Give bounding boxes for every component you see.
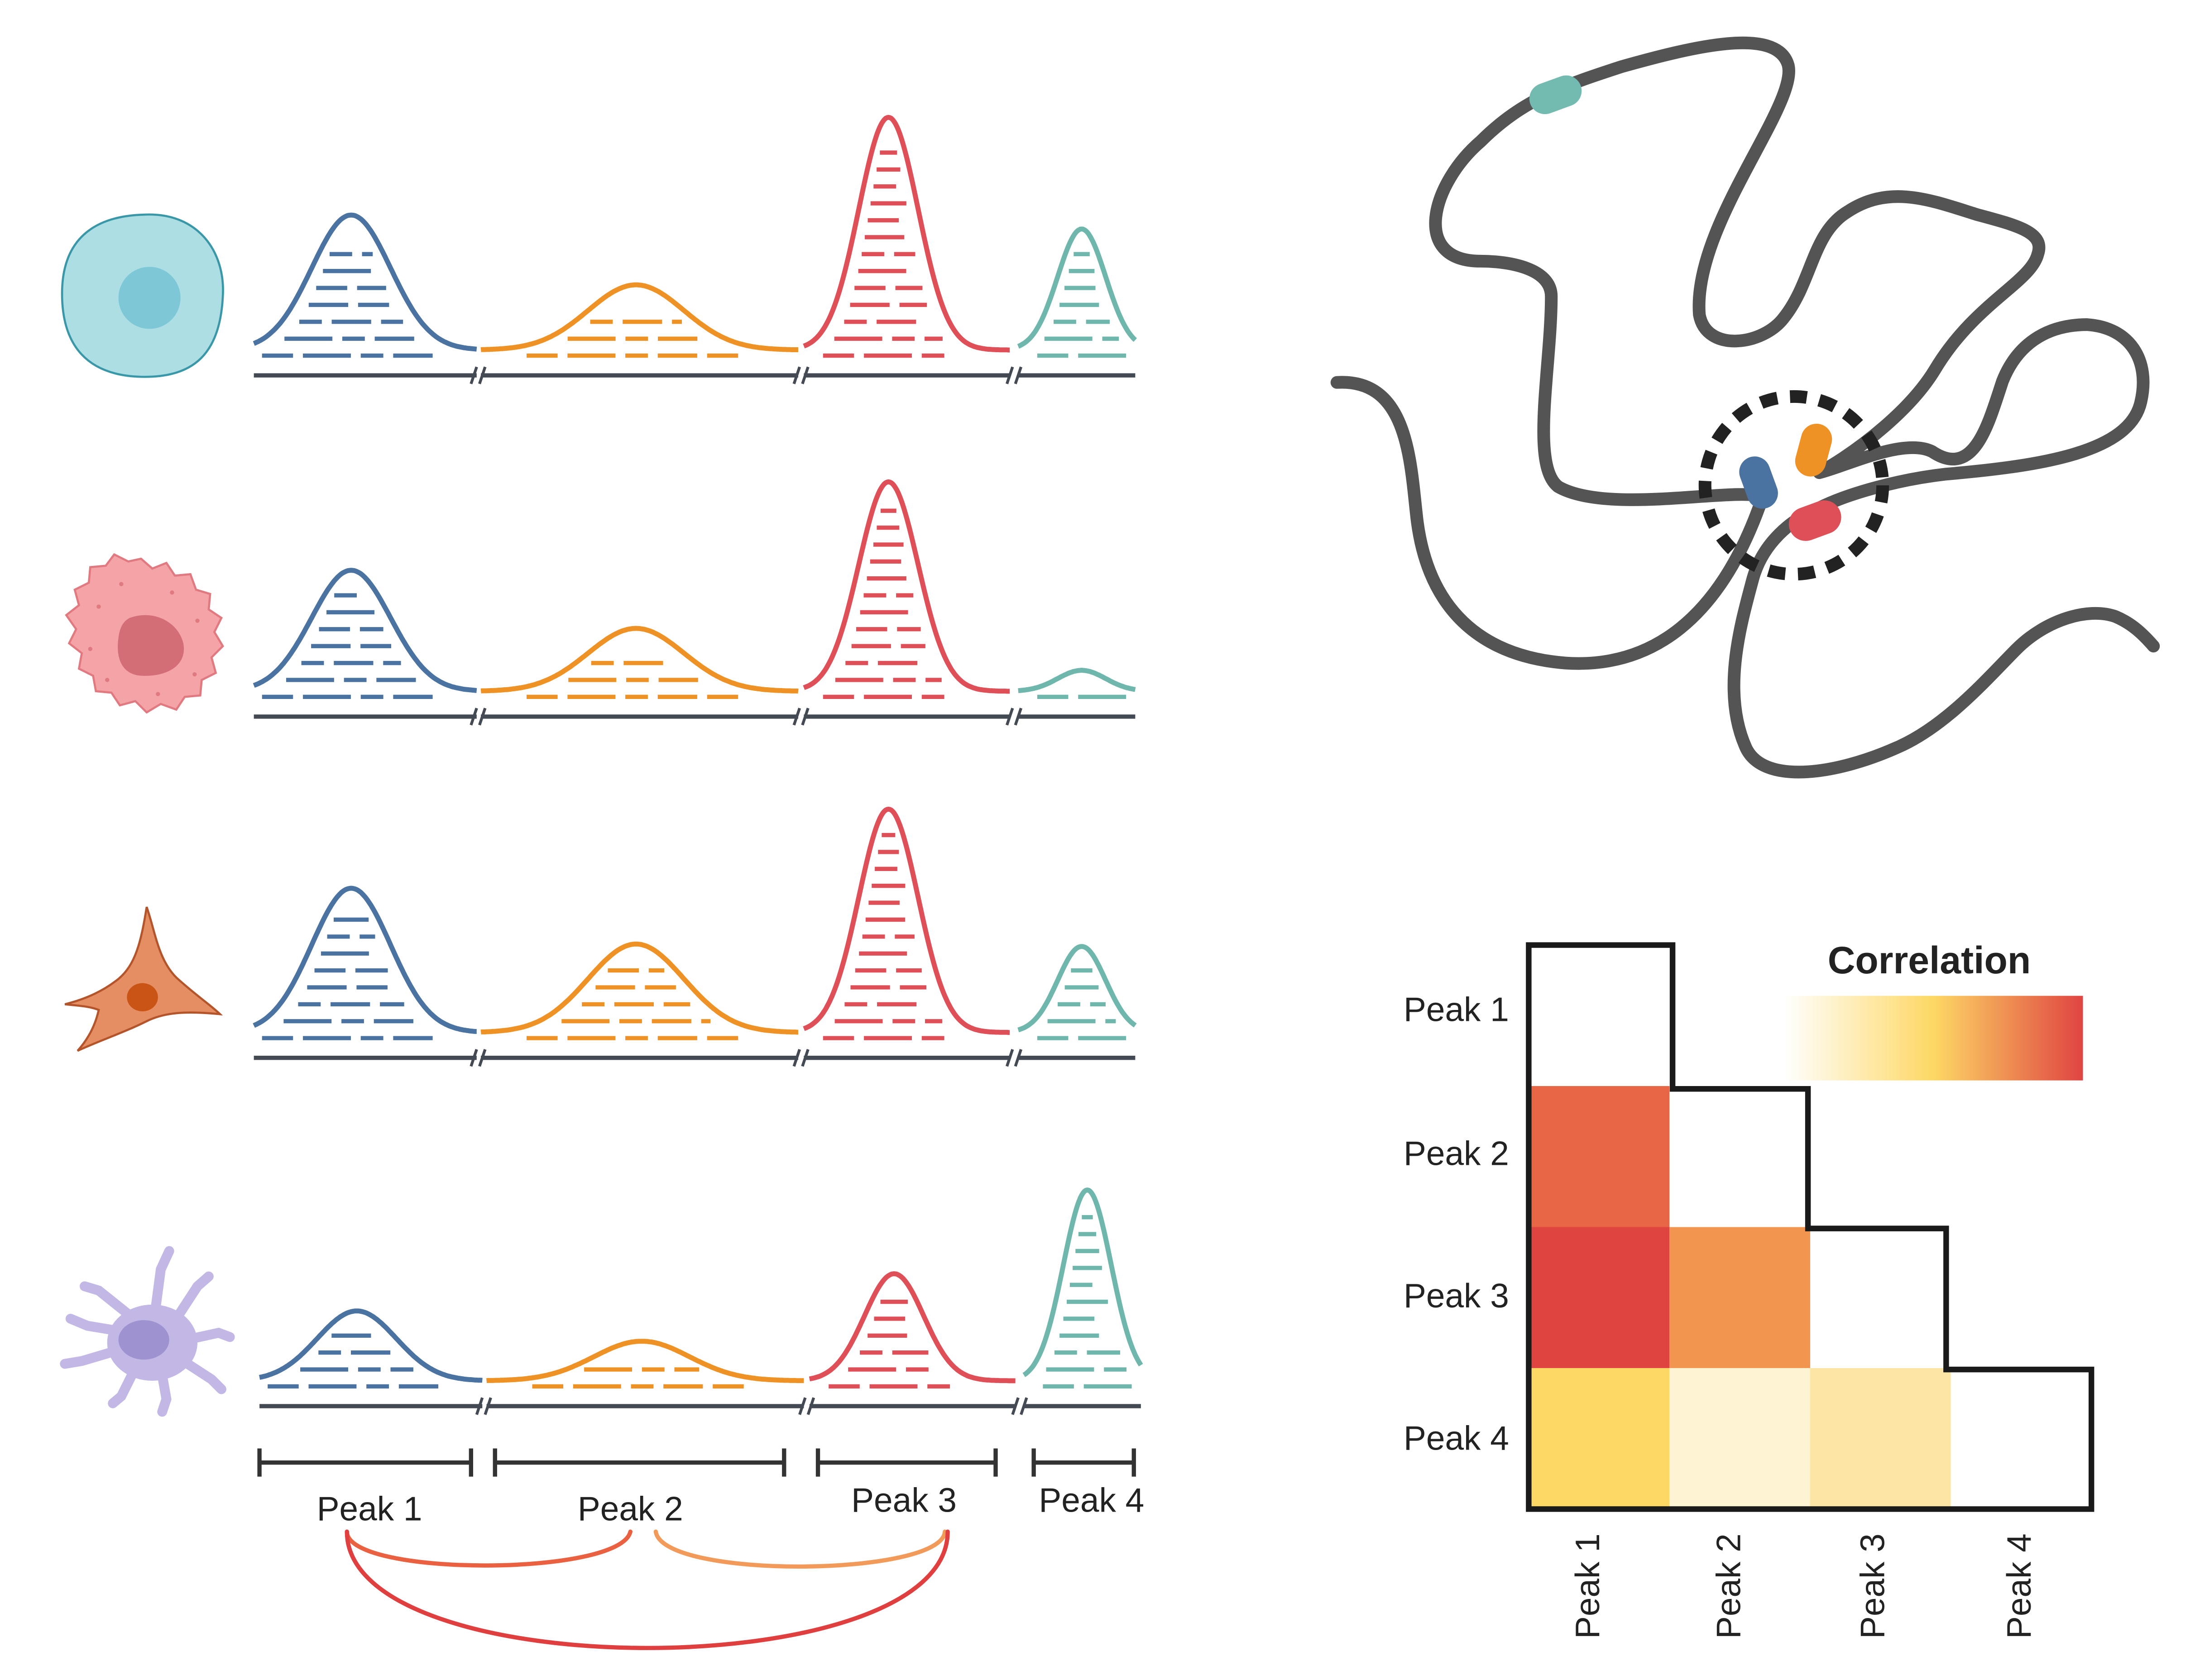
peak-1-curve (253, 212, 478, 352)
axis-break-mark (1005, 708, 1023, 726)
axis-break-mark (1011, 1397, 1028, 1415)
peak-2-signal (479, 941, 800, 1040)
peak-4-signal (1017, 668, 1136, 699)
peak-4-curve (1017, 226, 1137, 349)
peak-2-label: Peak 2 (578, 1489, 683, 1527)
peak-1-signal (253, 568, 478, 699)
peak-2-curve (479, 941, 800, 1035)
peak-4-curve (1017, 668, 1136, 694)
peak-4-signal (1022, 1187, 1143, 1389)
peak-3-curve (803, 115, 1011, 353)
peak-3-signal (808, 1271, 1016, 1389)
heatmap-cell-r3-c2 (1669, 1227, 1811, 1368)
correlation-arcs (345, 1529, 950, 1650)
peak-4-curve (1022, 1187, 1143, 1377)
interaction-hub-circle (1698, 390, 1889, 581)
stellate-cell-track (253, 806, 1137, 1067)
peak-2-signal (479, 626, 800, 699)
col-label-peak-3: Peak 3 (1853, 1533, 1891, 1639)
peak-1-signal (258, 1308, 484, 1389)
axis-break-mark (798, 1397, 815, 1415)
heatmap-cell-r4-c3 (1810, 1368, 1951, 1509)
round-cell-track (253, 115, 1137, 384)
peak-2-signal (479, 282, 800, 358)
dendritic-cell-track (258, 1187, 1143, 1415)
spiky-cell-icon (65, 553, 225, 714)
peak-2-curve (479, 626, 800, 694)
peak-2-curve (485, 1339, 805, 1383)
axis-break-mark (792, 708, 810, 726)
round-cell-icon (61, 213, 224, 378)
blue-locus-icon (1739, 456, 1778, 509)
axis-break-mark (792, 366, 810, 384)
peak-1-label: Peak 1 (317, 1489, 422, 1527)
peak-3-signal (803, 479, 1011, 699)
peak-4-label: Peak 4 (1039, 1481, 1144, 1519)
row-label-peak-1: Peak 1 (1404, 991, 1509, 1029)
teal-locus-icon (1529, 75, 1582, 115)
peak-3-curve (803, 479, 1011, 694)
col-label-peak-4: Peak 4 (2000, 1533, 2038, 1639)
peak-3-curve (808, 1271, 1016, 1383)
peak-4-signal (1017, 226, 1137, 358)
heatmap-cell-r2-c1 (1529, 1086, 1670, 1227)
peak-1-signal (253, 212, 478, 358)
dendritic-cell-icon (60, 1246, 235, 1417)
axis-break-mark (475, 1397, 492, 1415)
peak-1-curve (258, 1308, 484, 1383)
correlation-legend-title: Correlation (1828, 939, 2031, 981)
axis-break-mark (470, 708, 487, 726)
axis-break-mark (470, 366, 487, 384)
arc-peak1-peak3 (345, 1529, 950, 1650)
arc-peak1-peak2 (345, 1529, 633, 1568)
peak-1-curve (253, 568, 478, 693)
heatmap-cell-r4-c1 (1529, 1368, 1670, 1509)
peak-3-signal (803, 115, 1011, 358)
peak-1-curve (253, 885, 478, 1034)
axis-break-mark (792, 1049, 810, 1067)
axis-break-mark (470, 1049, 487, 1067)
heatmap-outline (1526, 942, 2095, 1512)
row-label-peak-4: Peak 4 (1404, 1419, 1509, 1457)
peak-2-curve (479, 282, 800, 352)
peak-4-curve (1017, 944, 1137, 1033)
correlation-color-scale (1784, 996, 2083, 1081)
peak-brackets (257, 1448, 1136, 1477)
peak-tracks (253, 115, 1143, 1415)
arc-peak2-peak3 (653, 1529, 947, 1569)
col-label-peak-1: Peak 1 (1568, 1533, 1606, 1639)
axis-break-mark (1005, 366, 1023, 384)
stellate-cell-icon (64, 906, 223, 1052)
peak-3-label: Peak 3 (851, 1481, 957, 1519)
chromatin-loop-diagram (1330, 36, 2160, 779)
spiky-cell-track (253, 479, 1136, 726)
heatmap-cell-r3-c1 (1529, 1227, 1670, 1368)
peak-3-curve (803, 806, 1011, 1035)
orange-locus-icon (1795, 423, 1832, 477)
peak-2-signal (485, 1339, 805, 1389)
peak-1-signal (253, 885, 478, 1040)
col-label-peak-2: Peak 2 (1710, 1533, 1748, 1639)
heatmap-cell-r4-c2 (1669, 1368, 1811, 1509)
row-label-peak-2: Peak 2 (1404, 1134, 1509, 1172)
correlation-heatmap: Correlation Peak 1 Peak 2 Peak 3 Peak 4 … (1404, 939, 2095, 1639)
peak-4-signal (1017, 944, 1137, 1040)
red-locus-icon (1788, 500, 1841, 541)
peak-3-signal (803, 806, 1011, 1040)
axis-break-mark (1005, 1049, 1023, 1067)
row-label-peak-3: Peak 3 (1404, 1277, 1509, 1315)
